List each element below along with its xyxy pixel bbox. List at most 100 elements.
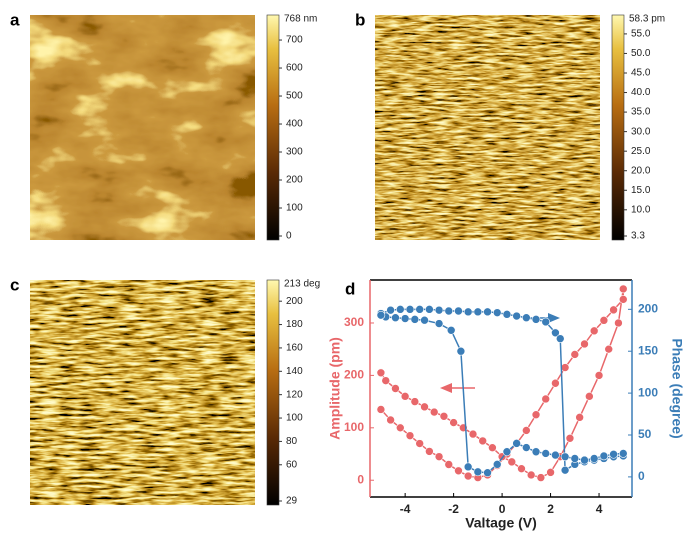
data-point bbox=[395, 305, 405, 314]
y-tick-label: 0 bbox=[357, 472, 364, 486]
data-point bbox=[551, 378, 560, 388]
chart: d -4 -2 0 2 4 0 100 200 300 0 50 100 150 200 Valtage (V… bbox=[327, 279, 685, 531]
data-point bbox=[599, 316, 609, 325]
data-point bbox=[468, 429, 478, 439]
data-point bbox=[580, 339, 589, 349]
data-point bbox=[434, 452, 444, 461]
data-point bbox=[488, 443, 497, 453]
colorbar-title: 58.3 pm bbox=[629, 14, 665, 25]
data-point bbox=[512, 439, 521, 448]
data-point bbox=[425, 447, 434, 456]
data-point bbox=[609, 305, 618, 315]
data-point bbox=[517, 464, 526, 473]
data-point bbox=[483, 307, 492, 317]
data-point bbox=[444, 306, 454, 316]
data-point bbox=[502, 310, 512, 319]
data-point bbox=[580, 455, 589, 465]
data-point bbox=[560, 465, 570, 475]
data-point bbox=[463, 462, 473, 472]
data-point bbox=[456, 346, 466, 356]
data-point bbox=[415, 439, 424, 448]
data-point bbox=[531, 447, 541, 457]
colorbar-tick-label: 15.0 bbox=[631, 185, 651, 196]
colorbar-tick-label: 200 bbox=[286, 296, 303, 307]
colorbar-tick-label: 100 bbox=[286, 413, 303, 424]
data-point bbox=[434, 305, 444, 315]
data-point bbox=[376, 405, 386, 414]
colorbar-tick-label: 100 bbox=[286, 203, 303, 214]
data-point bbox=[400, 392, 410, 401]
colorbar-title: 768 nm bbox=[284, 14, 317, 25]
data-point bbox=[405, 431, 415, 440]
colorbar bbox=[266, 279, 280, 506]
colorbar-tick-label: 120 bbox=[286, 389, 303, 400]
data-point bbox=[507, 457, 517, 467]
data-point bbox=[463, 471, 473, 481]
colorbar-tick-label: 60 bbox=[286, 459, 298, 470]
data-point bbox=[512, 311, 521, 321]
data-point bbox=[492, 460, 502, 469]
data-point bbox=[492, 308, 502, 317]
series-line bbox=[380, 308, 625, 474]
colorbar-tick-label: 80 bbox=[286, 436, 298, 447]
data-point bbox=[589, 454, 599, 463]
data-point bbox=[483, 468, 492, 478]
colorbar bbox=[266, 14, 280, 241]
data-point bbox=[473, 307, 483, 317]
panel-label: c bbox=[10, 275, 19, 294]
colorbar-tick-label: 0 bbox=[286, 231, 292, 242]
y2-tick-label: 0 bbox=[638, 469, 645, 483]
data-point bbox=[381, 376, 391, 385]
x-tick-label: -2 bbox=[448, 502, 459, 516]
afm-image bbox=[30, 280, 255, 505]
colorbar bbox=[611, 14, 625, 241]
data-point bbox=[410, 397, 420, 406]
panel-label: b bbox=[355, 10, 365, 29]
colorbar-tick-label: 400 bbox=[286, 119, 303, 130]
colorbar-tick-label: 700 bbox=[286, 35, 303, 46]
data-point bbox=[444, 460, 454, 469]
data-point bbox=[604, 344, 614, 354]
data-point bbox=[420, 402, 429, 412]
colorbar-tick-label: 180 bbox=[286, 319, 303, 330]
colorbar-tick-label: 160 bbox=[286, 343, 303, 354]
colorbar-tick-label: 500 bbox=[286, 91, 303, 102]
panel-label: a bbox=[10, 10, 20, 29]
colorbar-tick-label: 600 bbox=[286, 63, 303, 74]
y2-tick-label: 150 bbox=[638, 343, 658, 357]
data-point bbox=[522, 426, 531, 435]
y2-axis-label: Phase (degree) bbox=[669, 338, 685, 438]
data-point bbox=[478, 436, 488, 446]
colorbar-tick-label: 25.0 bbox=[631, 146, 651, 157]
y-tick-label: 100 bbox=[344, 420, 364, 434]
colorbar-tick-label: 20.0 bbox=[631, 165, 651, 176]
data-point bbox=[434, 319, 444, 328]
y2-tick-label: 200 bbox=[638, 301, 658, 315]
data-point bbox=[560, 452, 570, 462]
colorbar-tick-label: 140 bbox=[286, 366, 303, 377]
data-point bbox=[446, 325, 456, 335]
data-point bbox=[376, 310, 386, 320]
data-point bbox=[618, 284, 628, 294]
data-point bbox=[565, 433, 575, 443]
data-point bbox=[541, 449, 551, 458]
data-point bbox=[594, 371, 604, 380]
data-point bbox=[386, 415, 395, 425]
colorbar-tick-label: 200 bbox=[286, 175, 303, 186]
colorbar-tick-label: 55.0 bbox=[631, 29, 651, 40]
colorbar-tick-label: 30.0 bbox=[631, 126, 651, 137]
data-point bbox=[546, 468, 555, 477]
data-point bbox=[551, 328, 560, 338]
x-tick-label: 2 bbox=[547, 502, 554, 516]
data-point bbox=[391, 384, 400, 393]
data-point bbox=[522, 443, 531, 452]
data-point bbox=[570, 454, 580, 463]
data-point bbox=[410, 315, 420, 324]
data-point bbox=[609, 449, 618, 459]
data-point bbox=[429, 407, 439, 417]
data-point bbox=[614, 318, 623, 328]
y-axis-label: Amplitude (pm) bbox=[327, 337, 343, 440]
data-point bbox=[454, 306, 463, 316]
colorbar-tick-label: 40.0 bbox=[631, 87, 651, 98]
